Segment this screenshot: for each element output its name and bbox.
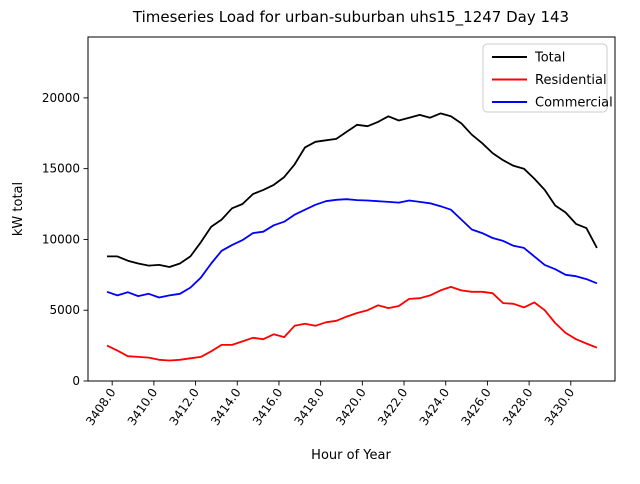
x-tick-label: 3428.0 xyxy=(500,386,536,428)
x-tick-label: 3430.0 xyxy=(542,386,578,428)
y-axis-label: kW total xyxy=(11,182,26,236)
x-tick-label: 3422.0 xyxy=(375,386,411,428)
x-axis: 3408.0 3410.0 3412.0 3414.0 3416.0 3418.0 3420… xyxy=(83,381,577,428)
legend-label-total: Total xyxy=(534,51,565,66)
series-line-residential xyxy=(106,285,598,362)
y-tick-label: 5000 xyxy=(49,303,80,317)
y-tick-label: 0 xyxy=(72,374,80,388)
chart-title: Timeseries Load for urban-suburban uhs15… xyxy=(132,8,569,27)
legend: Total Residential Commercial xyxy=(482,43,613,113)
legend-label-residential: Residential xyxy=(535,73,607,88)
series-lines xyxy=(106,112,598,362)
x-tick-label: 3424.0 xyxy=(417,386,453,428)
x-tick-label: 3416.0 xyxy=(250,386,286,428)
x-tick-label: 3412.0 xyxy=(166,386,202,428)
y-tick-label: 20000 xyxy=(42,91,80,105)
x-tick-label: 3420.0 xyxy=(333,386,369,428)
plot-area xyxy=(87,36,616,382)
x-tick-label: 3414.0 xyxy=(208,386,244,428)
legend-box xyxy=(482,43,608,113)
x-tick-label: 3418.0 xyxy=(292,386,328,428)
x-axis-label: Hour of Year xyxy=(311,448,391,463)
x-tick-label: 3410.0 xyxy=(125,386,161,428)
x-tick-label: 3426.0 xyxy=(458,386,494,428)
y-tick-label: 15000 xyxy=(42,162,80,176)
y-tick-label: 10000 xyxy=(42,232,80,246)
series-line-commercial xyxy=(106,198,598,299)
y-axis: 0 5000 10000 15000 20000 xyxy=(42,91,88,388)
x-tick-label: 3408.0 xyxy=(83,386,119,428)
legend-label-commercial: Commercial xyxy=(535,96,613,111)
series-line-total xyxy=(107,112,598,268)
